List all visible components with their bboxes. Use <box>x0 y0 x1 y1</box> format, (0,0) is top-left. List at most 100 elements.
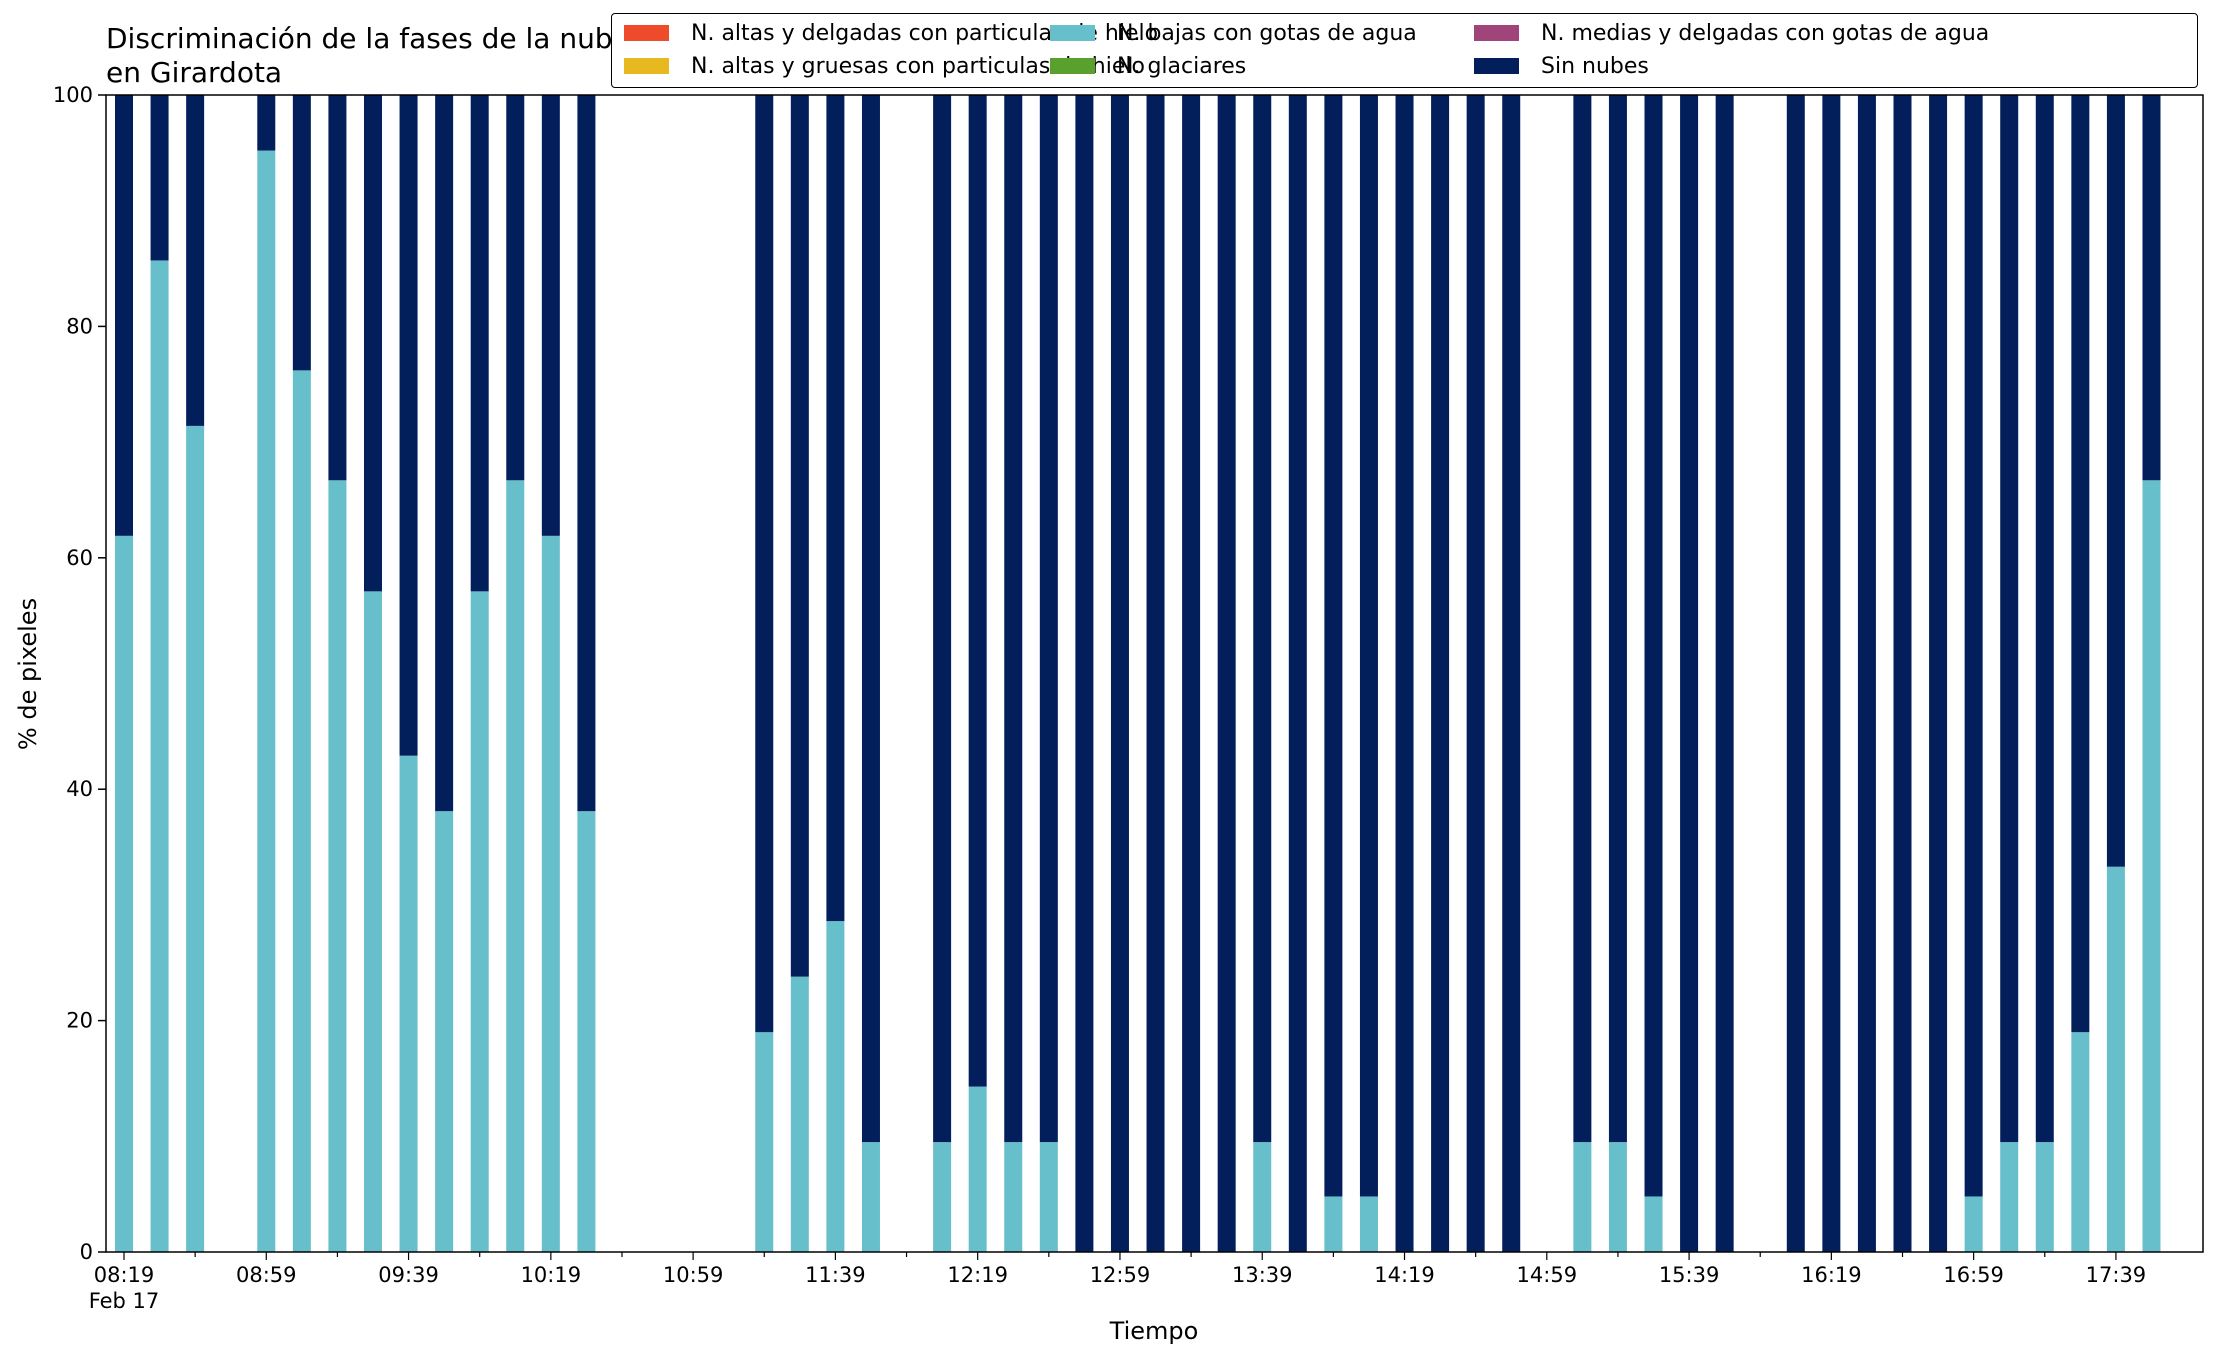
x-tick-label: 11:39 <box>805 1263 866 1287</box>
bar-segment-3 <box>861 1142 880 1252</box>
bar-segment-6 <box>1004 95 1023 1143</box>
bar-segment-6 <box>1822 95 1841 1252</box>
bar-segment-6 <box>435 95 454 812</box>
bar-segment-6 <box>1680 95 1699 1252</box>
bar-segment-6 <box>1964 95 1983 1197</box>
bar-segment-6 <box>2142 95 2161 481</box>
bar-segment-3 <box>755 1032 774 1252</box>
bar-segment-6 <box>399 95 418 756</box>
bar-segment-6 <box>1786 95 1805 1252</box>
legend-item-1: N. altas y delgadas con particulas de hi… <box>624 18 1158 48</box>
bar-segment-6 <box>1359 95 1378 1197</box>
bar-segment-3 <box>1359 1196 1378 1252</box>
legend-swatch <box>1050 25 1095 41</box>
bar-segment-3 <box>2142 480 2161 1252</box>
x-tick-label: 08:19 <box>94 1263 155 1287</box>
bar-segment-3 <box>470 591 489 1252</box>
bar-segment-3 <box>115 535 133 1252</box>
legend: N. altas y delgadas con particulas de hi… <box>611 13 2198 88</box>
bar-segment-3 <box>1324 1196 1343 1252</box>
y-axis: 0 20 40 60 80 100 <box>53 83 106 1264</box>
bar-segment-6 <box>2035 95 2054 1143</box>
bar-segment-3 <box>2035 1142 2054 1252</box>
bar-segment-3 <box>1573 1142 1592 1252</box>
legend-swatch <box>1050 58 1095 74</box>
x-tick-label: 09:39 <box>378 1263 439 1287</box>
x-tick-label: 16:19 <box>1801 1263 1862 1287</box>
legend-label: N. medias y delgadas con gotas de agua <box>1541 20 1990 46</box>
bar-segment-3 <box>1039 1142 1058 1252</box>
legend-swatch <box>1474 25 1519 41</box>
bar-segment-6 <box>1146 95 1165 1252</box>
bar-segment-3 <box>790 976 809 1252</box>
bar-segment-6 <box>470 95 489 592</box>
x-tick-label: 12:59 <box>1090 1263 1151 1287</box>
bar-segment-6 <box>1110 95 1129 1252</box>
bar-segment-6 <box>115 95 133 536</box>
legend-swatch <box>1474 58 1519 74</box>
x-tick-label: 10:59 <box>663 1263 724 1287</box>
bar-segment-3 <box>541 535 560 1252</box>
x-tick-label: 16:59 <box>1943 1263 2004 1287</box>
bar-segment-3 <box>506 480 525 1252</box>
bar-segment-6 <box>1573 95 1592 1143</box>
bar-segment-6 <box>257 95 276 151</box>
x-axis: 08:19 08:59 09:39 10:19 10:59 11:39 12:19 12:59… <box>89 1252 2146 1313</box>
bar-segment-3 <box>1644 1196 1663 1252</box>
bar-segment-6 <box>1893 95 1912 1252</box>
x-axis-label: Tiempo <box>1109 1317 1199 1345</box>
x-tick-label: 14:59 <box>1517 1263 1578 1287</box>
bar-segment-6 <box>1857 95 1876 1252</box>
bar-segment-3 <box>292 370 311 1252</box>
bar-segment-6 <box>150 95 169 261</box>
legend-item-3: N. bajas con gotas de agua <box>1050 18 1417 48</box>
x-tick-label: 15:39 <box>1659 1263 1720 1287</box>
bar-segment-6 <box>2106 95 2125 867</box>
bar-segment-3 <box>150 260 169 1252</box>
bar-segment-3 <box>399 755 418 1252</box>
bar-segment-3 <box>2071 1032 2090 1252</box>
bar-segment-6 <box>1466 95 1485 1252</box>
bar-segment-3 <box>257 150 276 1252</box>
bar-segment-6 <box>1608 95 1627 1143</box>
chart-title: Discriminación de la fases de la nube en… <box>106 22 630 89</box>
x-tick-label: 08:59 <box>236 1263 297 1287</box>
bar-segment-6 <box>968 95 987 1087</box>
bar-segment-6 <box>1217 95 1236 1252</box>
y-tick-label: 20 <box>66 1009 93 1033</box>
bar-segment-3 <box>968 1086 987 1252</box>
bar-segment-6 <box>1075 95 1094 1252</box>
bar-segment-6 <box>2071 95 2090 1033</box>
bar-segment-3 <box>363 591 382 1252</box>
bar-segment-6 <box>1182 95 1201 1252</box>
plot-frame <box>105 94 2204 1253</box>
bar-segment-6 <box>506 95 525 481</box>
bar-segment-6 <box>1929 95 1948 1252</box>
bar-segment-6 <box>826 95 845 922</box>
bar-segment-6 <box>1715 95 1734 1252</box>
legend-item-4: N. glaciares <box>1050 51 1246 81</box>
y-tick-label: 40 <box>66 777 93 801</box>
y-axis-label: % de pixeles <box>14 598 42 750</box>
bar-segment-6 <box>933 95 952 1143</box>
bar-segment-6 <box>1039 95 1058 1143</box>
y-tick-label: 100 <box>53 83 93 107</box>
y-tick-label: 60 <box>66 546 93 570</box>
bar-segment-6 <box>1502 95 1521 1252</box>
bar-segment-6 <box>1324 95 1343 1197</box>
bar-segment-6 <box>541 95 560 536</box>
bar-segment-3 <box>2000 1142 2019 1252</box>
legend-item-5: N. medias y delgadas con gotas de agua <box>1474 18 1989 48</box>
y-tick-label: 80 <box>66 314 93 338</box>
bar-segment-6 <box>1253 95 1272 1143</box>
bar-segment-3 <box>1964 1196 1983 1252</box>
x-tick-label: 13:39 <box>1232 1263 1293 1287</box>
bar-segment-6 <box>186 95 205 426</box>
bar-segment-6 <box>755 95 774 1033</box>
bar-segment-3 <box>826 921 845 1252</box>
bar-segment-6 <box>1431 95 1450 1252</box>
bar-segment-3 <box>435 811 454 1252</box>
legend-swatch <box>624 25 669 41</box>
x-tick-label: 10:19 <box>521 1263 582 1287</box>
